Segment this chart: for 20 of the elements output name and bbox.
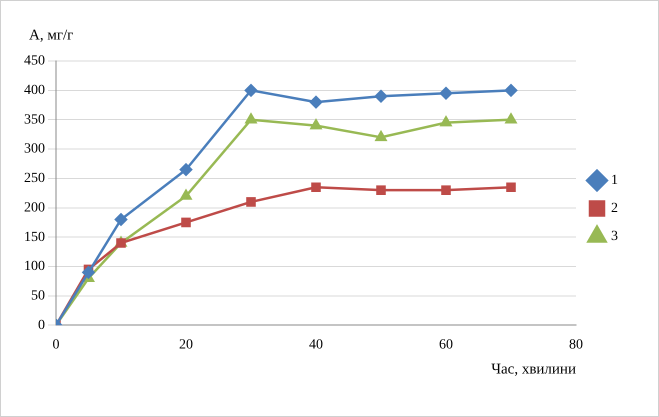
- y-tick-label: 50: [31, 288, 45, 304]
- legend-label: 1: [611, 173, 618, 188]
- y-tick-label: 400: [24, 83, 45, 98]
- x-axis-title: Час, хвилини: [491, 361, 576, 378]
- y-tick-label: 300: [24, 142, 45, 157]
- y-tick-label: 450: [24, 54, 45, 69]
- y-tick-label: 200: [24, 200, 45, 216]
- y-tick-label: 100: [24, 259, 45, 274]
- x-tick-label: 60: [439, 337, 453, 352]
- x-tick-label: 80: [569, 337, 583, 352]
- y-tick-label: 350: [24, 112, 45, 128]
- y-tick-label: 0: [38, 318, 45, 333]
- legend-label: 2: [611, 201, 618, 216]
- y-tick-label: 250: [24, 171, 45, 186]
- legend-label: 3: [611, 229, 618, 244]
- y-tick-label: 150: [24, 230, 45, 245]
- x-tick-label: 0: [52, 337, 60, 352]
- y-axis-title: А, мг/г: [29, 27, 74, 44]
- x-tick-label: 40: [309, 337, 323, 352]
- x-tick-label: 20: [179, 337, 193, 352]
